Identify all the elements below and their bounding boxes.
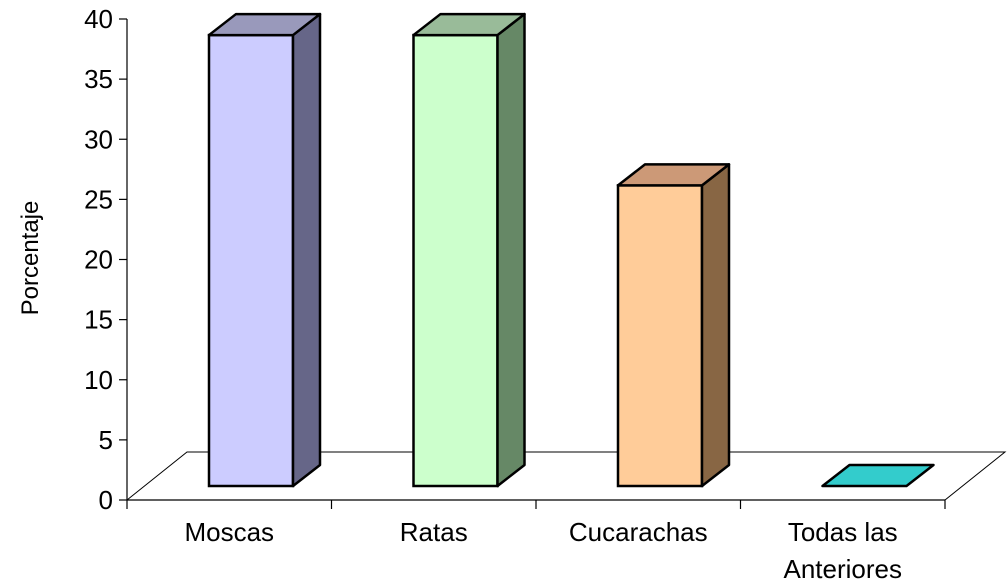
category-label: Moscas: [184, 517, 274, 547]
bar-side: [496, 12, 526, 488]
bars: [207, 12, 935, 488]
y-axis-title: Porcentaje: [17, 201, 44, 316]
bar-2: [616, 163, 731, 488]
y-tick-label: 0: [99, 485, 113, 515]
y-tick-label: 40: [84, 4, 113, 34]
bar-flat: [821, 463, 935, 488]
y-tick-label: 10: [84, 365, 113, 395]
bar-front: [412, 33, 499, 488]
y-tick-label: 25: [84, 184, 113, 214]
bar-side: [700, 163, 731, 488]
bar-top: [207, 12, 322, 37]
bar-1: [412, 12, 526, 488]
bar-top: [412, 12, 526, 37]
category-label: Anteriores: [784, 554, 903, 584]
bar-side: [291, 12, 322, 488]
bar-front: [616, 184, 704, 488]
y-tick-label: 15: [84, 305, 113, 335]
x-axis: [126, 499, 946, 509]
y-tick-label: 35: [84, 64, 113, 94]
y-tick-label: 20: [84, 245, 113, 275]
y-tick-label: 5: [99, 425, 113, 455]
category-label: Todas las: [788, 517, 898, 547]
bar-3: [821, 463, 935, 488]
bar-0: [207, 12, 322, 488]
bar-top: [616, 163, 731, 187]
bar-front: [207, 33, 295, 488]
y-axis: 0 5 10 15 20 25 30 35 40: [84, 4, 128, 515]
y-tick-label: 30: [84, 124, 113, 154]
category-label: Ratas: [400, 517, 468, 547]
category-label: Cucarachas: [569, 517, 708, 547]
category-labels: Moscas Ratas Cucarachas Todas las Anteriores: [184, 517, 902, 584]
